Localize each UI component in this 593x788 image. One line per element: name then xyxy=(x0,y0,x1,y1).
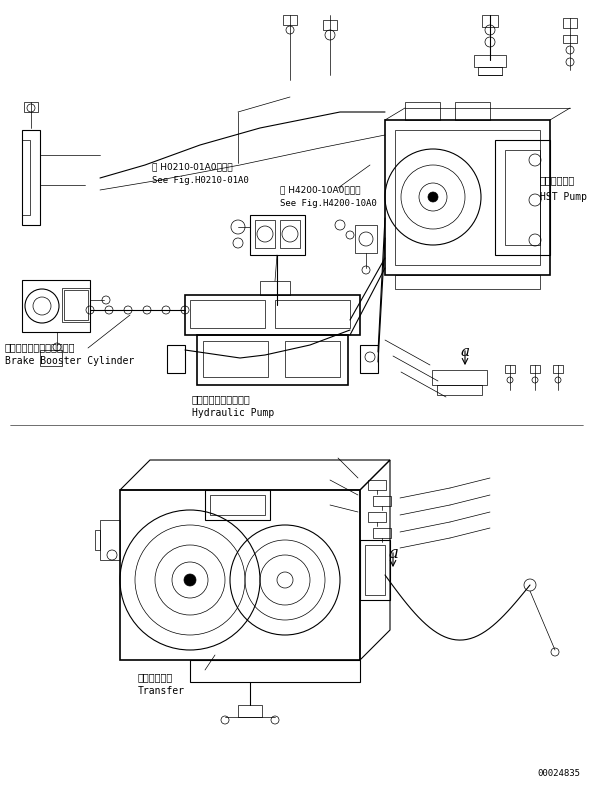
Bar xyxy=(455,102,490,120)
Bar xyxy=(482,15,498,27)
Bar xyxy=(478,67,502,75)
Bar xyxy=(62,288,90,322)
Bar xyxy=(360,540,390,600)
Bar xyxy=(260,281,290,295)
Bar xyxy=(405,102,440,120)
Bar xyxy=(210,495,265,515)
Bar xyxy=(250,215,305,255)
Bar xyxy=(373,496,391,506)
Bar xyxy=(280,220,300,248)
Text: HST Pump: HST Pump xyxy=(540,192,587,202)
Text: ブレーキブースタシリンダ: ブレーキブースタシリンダ xyxy=(5,342,75,352)
Bar xyxy=(395,275,540,289)
Bar xyxy=(563,35,577,43)
Bar xyxy=(203,341,268,377)
Bar xyxy=(283,15,297,25)
Bar xyxy=(238,705,262,717)
Text: ハイドロリックポンプ: ハイドロリックポンプ xyxy=(192,394,251,404)
Bar xyxy=(275,300,350,328)
Bar xyxy=(24,102,38,112)
Bar xyxy=(22,280,90,332)
Bar xyxy=(22,130,40,225)
Bar xyxy=(100,520,120,560)
Bar xyxy=(22,140,30,215)
Bar xyxy=(197,335,348,385)
Text: a: a xyxy=(388,545,398,562)
Text: Brake Booster Cylinder: Brake Booster Cylinder xyxy=(5,356,134,366)
Text: ＨＳＴポンプ: ＨＳＴポンプ xyxy=(540,175,575,185)
Bar xyxy=(185,295,360,335)
Bar xyxy=(505,150,540,245)
Text: See Fig.H4200-10A0: See Fig.H4200-10A0 xyxy=(280,199,377,208)
Text: 第 H4200-10A0図参照: 第 H4200-10A0図参照 xyxy=(280,185,361,194)
Bar xyxy=(255,220,275,248)
Bar xyxy=(368,480,386,490)
Bar xyxy=(385,120,550,275)
Bar xyxy=(360,345,378,373)
Bar xyxy=(285,341,340,377)
Bar xyxy=(563,18,577,28)
Circle shape xyxy=(428,192,438,202)
Bar xyxy=(474,55,506,67)
Text: 第 H0210-01A0図参照: 第 H0210-01A0図参照 xyxy=(152,162,232,171)
Bar xyxy=(95,530,100,550)
Bar xyxy=(505,365,515,373)
Bar xyxy=(120,490,360,660)
Text: トランスファ: トランスファ xyxy=(138,672,173,682)
Bar xyxy=(205,490,270,520)
Circle shape xyxy=(184,574,196,586)
Bar xyxy=(190,300,265,328)
Text: Hydraulic Pump: Hydraulic Pump xyxy=(192,408,274,418)
Text: See Fig.H0210-01A0: See Fig.H0210-01A0 xyxy=(152,176,248,185)
Bar xyxy=(355,225,377,253)
Bar xyxy=(368,512,386,522)
Bar xyxy=(553,365,563,373)
Bar xyxy=(323,20,337,30)
Bar xyxy=(167,345,185,373)
Bar xyxy=(64,290,88,320)
Text: Transfer: Transfer xyxy=(138,686,185,696)
Text: a: a xyxy=(460,345,469,359)
Bar xyxy=(190,660,360,682)
Bar xyxy=(495,140,550,255)
Text: 00024835: 00024835 xyxy=(537,769,580,778)
Bar xyxy=(373,528,391,538)
Bar xyxy=(432,370,487,385)
Bar xyxy=(437,385,482,395)
Bar xyxy=(365,545,385,595)
Bar xyxy=(40,350,62,366)
Bar xyxy=(395,130,540,265)
Bar xyxy=(530,365,540,373)
